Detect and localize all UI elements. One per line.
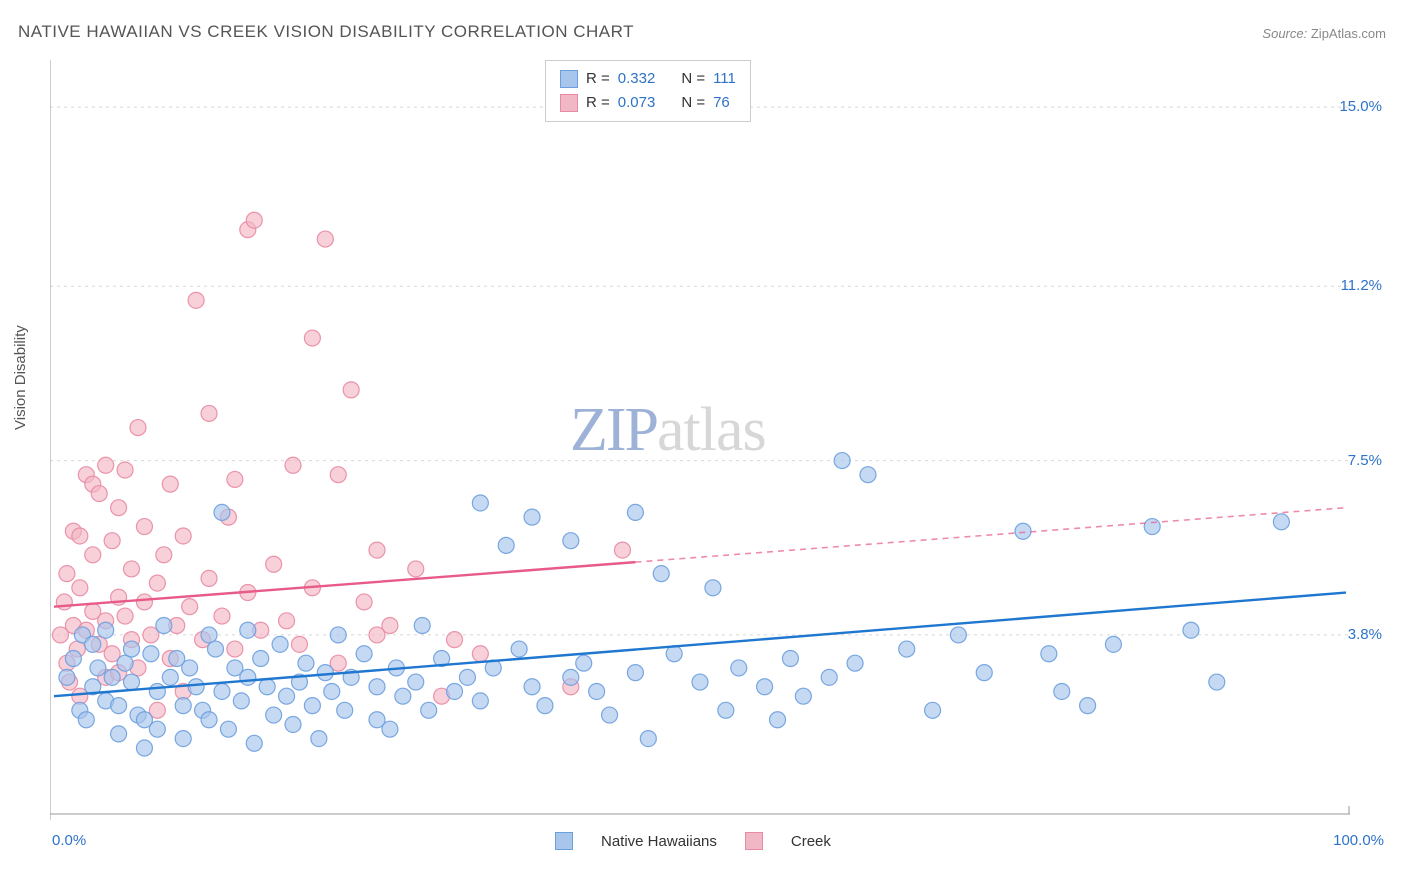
chart-container: NATIVE HAWAIIAN VS CREEK VISION DISABILI… [0, 0, 1406, 892]
legend-label-1: Native Hawaiians [601, 833, 717, 850]
r-value-1: 0.332 [618, 67, 656, 91]
n-label-2: N = [681, 91, 705, 115]
source-credit: Source: ZipAtlas.com [1262, 26, 1386, 41]
y-tick-2: 11.2% [1341, 277, 1382, 294]
source-value: ZipAtlas.com [1311, 26, 1386, 41]
scatter-plot [50, 60, 1350, 820]
y-tick-3: 15.0% [1339, 98, 1382, 115]
legend-swatch-2 [745, 832, 763, 850]
y-axis-label: Vision Disability [12, 325, 29, 430]
x-tick-0: 0.0% [52, 832, 86, 849]
stat-row-1: R = 0.332 N = 111 [560, 67, 736, 91]
n-value-1: 111 [713, 67, 736, 91]
stat-row-2: R = 0.073 N = 76 [560, 91, 736, 115]
legend-swatch-1 [555, 832, 573, 850]
y-tick-1: 7.5% [1348, 452, 1382, 469]
r-label-2: R = [586, 91, 610, 115]
source-label: Source: [1262, 26, 1307, 41]
chart-title: NATIVE HAWAIIAN VS CREEK VISION DISABILI… [18, 22, 634, 42]
n-label-1: N = [681, 67, 705, 91]
x-tick-1: 100.0% [1333, 832, 1384, 849]
r-label-1: R = [586, 67, 610, 91]
series-legend: Native Hawaiians Creek [555, 832, 831, 850]
r-value-2: 0.073 [618, 91, 656, 115]
legend-label-2: Creek [791, 833, 831, 850]
n-value-2: 76 [713, 91, 730, 115]
swatch-blue [560, 70, 578, 88]
swatch-pink [560, 94, 578, 112]
stats-legend-box: R = 0.332 N = 111 R = 0.073 N = 76 [545, 60, 751, 122]
y-tick-0: 3.8% [1348, 626, 1382, 643]
